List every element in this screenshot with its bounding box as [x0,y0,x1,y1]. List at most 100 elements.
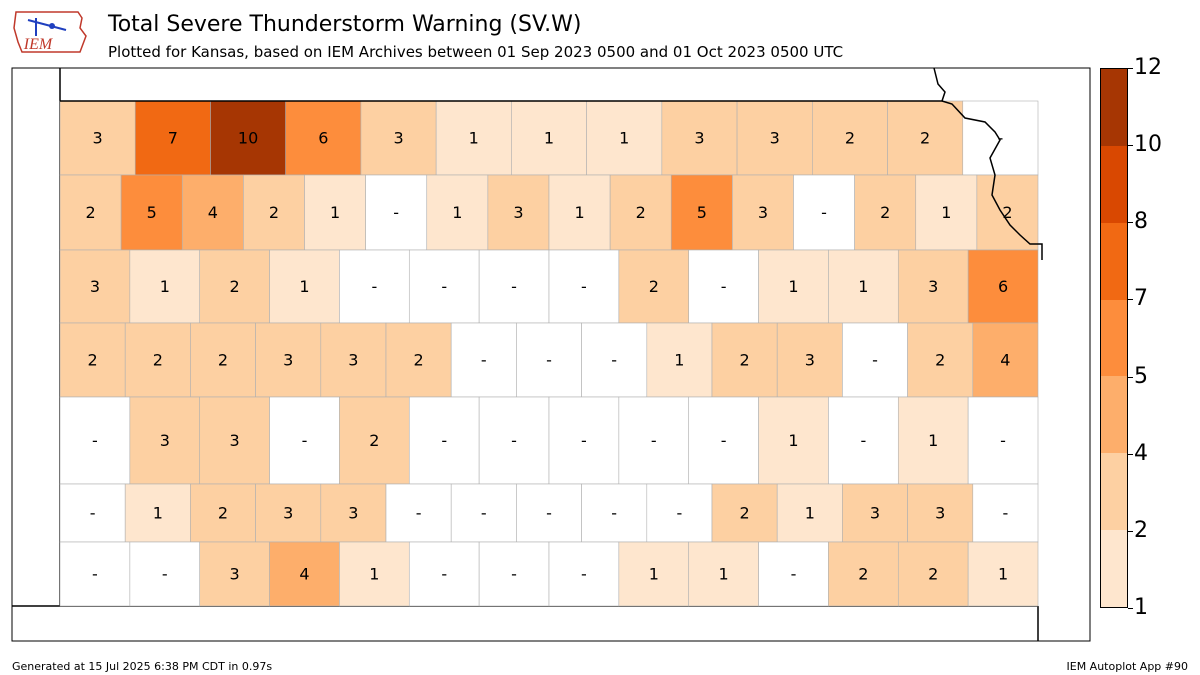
county-cell [581,483,648,543]
county-count-label: 2 [269,203,279,222]
county-count-label: 1 [649,565,659,584]
county-cell [967,249,1039,324]
county-cell [120,174,183,251]
county-count-label: - [162,565,168,584]
county-cell [243,174,305,251]
iem-logo: IEM [13,11,87,53]
county-count-label: 3 [90,277,100,296]
county-cell [59,249,131,324]
county-count-label: - [860,431,866,450]
county-cell [688,396,759,485]
county-cell [967,541,1039,607]
county-cell [269,541,340,607]
county-cell [255,322,322,398]
county-count-label: 4 [1000,351,1010,370]
county-count-label: - [511,277,517,296]
colorbar-tick-mark [1128,222,1133,224]
page-subtitle: Plotted for Kansas, based on IEM Archive… [108,43,844,61]
county-cell [124,322,191,398]
colorbar-tick-mark [1128,299,1133,301]
county-count-label: - [92,431,98,450]
county-count-label: 4 [208,203,218,222]
county-cell [339,396,410,485]
county-count-label: - [581,277,587,296]
county-count-label: 4 [299,565,309,584]
colorbar-segment [1101,453,1127,531]
colorbar-segment [1101,145,1127,223]
colorbar-tick-label: 4 [1134,440,1148,466]
county-cell [435,100,512,176]
county-cell [210,100,286,176]
county-cell [339,541,410,607]
county-cell [758,249,829,324]
county-count-label: 10 [238,129,258,148]
county-count-label: - [997,129,1003,148]
county-cell [360,100,437,176]
county-count-label: - [511,565,517,584]
county-cell [59,541,131,607]
county-count-label: 2 [740,504,750,523]
county-cell [907,483,974,543]
county-cell [972,322,1039,398]
county-count-label: 2 [230,277,240,296]
county-count-label: - [371,277,377,296]
county-cell [711,483,778,543]
county-cell [487,174,550,251]
county-cell [478,541,550,607]
page-title: Total Severe Thunderstorm Warning (SV.W) [108,12,582,37]
county-count-label: - [92,565,98,584]
county-cell [581,322,648,398]
colorbar-tick-label: 2 [1134,517,1148,543]
county-count-label: 1 [928,431,938,450]
county-cell [812,100,888,176]
county-count-label: 1 [941,203,951,222]
county-cell [408,396,480,485]
county-count-label: 1 [619,129,629,148]
colorbar-tick-label: 7 [1134,286,1148,312]
county-cell [688,541,759,607]
county-cell [548,396,620,485]
county-layer: 3 7 10 6 3 1 1 1 3 3 2 2 - 2 5 4 2 1 - 1 3 1 2 5 3 - 2 1 2 3 1 2 1 - - - - 2 -… [59,100,1039,607]
county-count-label: 1 [299,277,309,296]
county-cell [907,322,974,398]
county-count-label: - [872,351,878,370]
colorbar-tick-mark [1128,376,1133,378]
county-count-label: 2 [920,129,930,148]
county-count-label: 2 [935,351,945,370]
county-cell [129,249,201,324]
county-cell [758,541,829,607]
county-count-label: 2 [153,351,163,370]
county-cell [548,541,620,607]
county-cell [548,249,620,324]
county-cell [516,322,582,398]
county-count-label: - [546,351,552,370]
county-count-label: - [546,504,552,523]
county-count-label: 1 [788,277,798,296]
county-count-label: 2 [636,203,646,222]
county-cell [129,541,201,607]
county-cell [59,100,136,176]
county-count-label: 1 [674,351,684,370]
county-count-label: - [1003,504,1009,523]
county-count-label: - [677,504,683,523]
county-cell [516,483,582,543]
county-count-label: 3 [758,203,768,222]
county-count-label: - [791,565,797,584]
county-count-label: - [1000,431,1006,450]
map-frame [11,67,1091,642]
county-cell [976,174,1039,251]
county-count-label: 2 [218,351,228,370]
county-cell [365,174,428,251]
app-label: IEM Autoplot App #90 [1066,660,1189,673]
county-cell [828,541,899,607]
county-count-label: 1 [469,129,479,148]
county-cell [736,100,813,176]
colorbar-tick-label: 1 [1134,595,1148,620]
colorbar-segment [1101,222,1127,300]
county-cell [618,249,690,324]
county-cell [962,100,1039,176]
county-cell [59,396,131,485]
county-cell [967,396,1039,485]
county-count-label: 2 [218,504,228,523]
